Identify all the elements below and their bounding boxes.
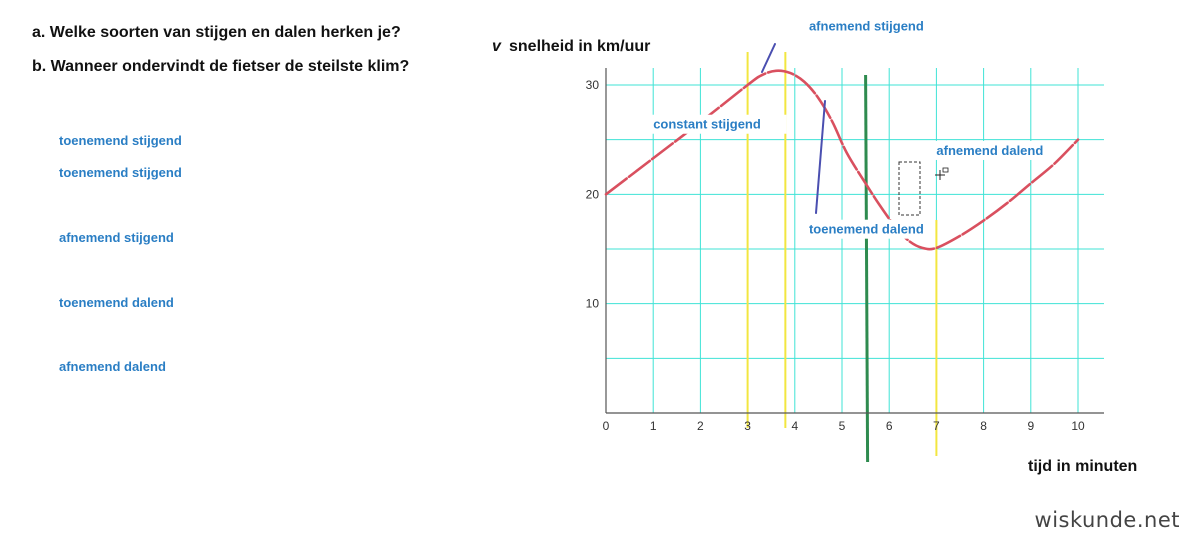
- x-tick-label: 8: [980, 419, 987, 433]
- term-list-item-2: toenemend stijgend: [59, 165, 182, 180]
- term-list-item-5: afnemend dalend: [59, 359, 166, 374]
- annotation-label: afnemend stijgend: [809, 18, 924, 33]
- speed-curve: [604, 69, 1080, 251]
- pen-stroke: [761, 43, 776, 73]
- x-tick-label: 7: [933, 419, 940, 433]
- annotation-backdrop: [649, 114, 787, 134]
- term-list-item-3: afnemend stijgend: [59, 230, 174, 245]
- annotation-backdrop: [804, 219, 935, 239]
- annotation-backdrop: [804, 16, 943, 36]
- x-tick-label: 2: [697, 419, 704, 433]
- crosshair-cursor-icon: [935, 167, 949, 180]
- x-tick-label: 3: [744, 419, 751, 433]
- question-b: b. Wanneer ondervindt de fietser de stei…: [32, 58, 410, 75]
- x-tick-label: 4: [791, 419, 798, 433]
- x-tick-label: 0: [603, 419, 610, 433]
- y-tick-label: 20: [586, 187, 600, 201]
- term-list-item-1: toenemend stijgend: [59, 133, 182, 148]
- y-axis-label: snelheid in km/uur: [509, 38, 650, 55]
- x-tick-label: 5: [839, 419, 846, 433]
- chart-annotations: afnemend stijgend constant stijgend afneme…: [649, 16, 1055, 239]
- question-a: a. Welke soorten van stijgen en dalen he…: [32, 24, 401, 41]
- vertical-marker-line: [864, 74, 870, 463]
- term-list-item-4: toenemend dalend: [59, 295, 174, 310]
- y-tick-label: 30: [586, 78, 600, 92]
- y-axis-variable: v: [492, 38, 502, 55]
- annotation-label: afnemend dalend: [936, 143, 1043, 158]
- x-tick-label: 1: [650, 419, 657, 433]
- x-axis-label: tijd in minuten: [1028, 458, 1137, 475]
- pen-strokes: [761, 43, 826, 214]
- selection-box: [898, 161, 921, 216]
- x-tick-label: 10: [1071, 419, 1085, 433]
- chart-vertical-lines: [746, 52, 938, 463]
- pen-stroke: [815, 100, 826, 214]
- chart-curve: [604, 69, 1080, 251]
- chart-axes: [605, 68, 1104, 414]
- annotation-label: toenemend dalend: [809, 222, 924, 237]
- x-tick-label: 6: [886, 419, 893, 433]
- chart-ticks: 0 1 2 3 4 5 6 7 8 9 10 10 20 30: [586, 78, 1085, 433]
- watermark: wiskunde.net: [1034, 508, 1180, 532]
- annotation-label: constant stijgend: [653, 117, 761, 132]
- y-tick-label: 10: [586, 297, 600, 311]
- x-tick-label: 9: [1027, 419, 1034, 433]
- annotation-backdrop: [932, 140, 1055, 160]
